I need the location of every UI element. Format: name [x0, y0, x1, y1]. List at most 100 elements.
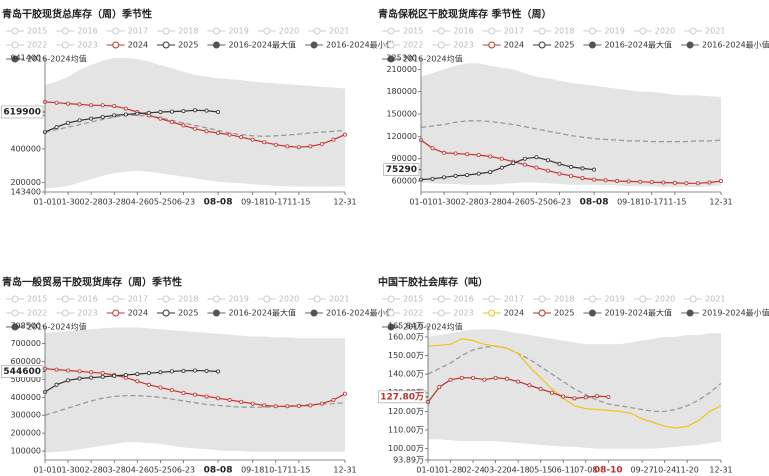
legend-label[interactable]: 2017: [504, 27, 524, 36]
legend-label[interactable]: 2018: [554, 295, 574, 304]
legend-label[interactable]: 2023: [77, 309, 97, 318]
legend-label[interactable]: 2016: [453, 27, 473, 36]
legend-label[interactable]: 2015: [403, 295, 423, 304]
legend-label[interactable]: 2016-2024最小值: [702, 40, 769, 50]
legend-label[interactable]: 2019: [228, 295, 248, 304]
series-point: [135, 379, 140, 384]
x-tick-label: 09-18: [241, 466, 264, 475]
x-tick-label: 02-28: [80, 198, 103, 207]
series-line: [44, 109, 219, 133]
legend-label[interactable]: 2024: [128, 309, 148, 318]
legend-label[interactable]: 2024: [128, 41, 148, 50]
legend-label[interactable]: 2020: [279, 295, 299, 304]
series-point: [707, 180, 712, 185]
legend-label[interactable]: 2015: [27, 295, 47, 304]
series-point: [112, 104, 117, 109]
series-point: [557, 161, 562, 166]
legend-label[interactable]: 2021: [329, 27, 349, 36]
y-tick-label: 100.00万: [388, 444, 424, 453]
legend-label[interactable]: 2017: [128, 27, 148, 36]
legend-label[interactable]: 2016-2024均值: [27, 322, 87, 332]
series-point: [181, 123, 186, 128]
series-point: [54, 382, 59, 387]
legend-label[interactable]: 2017: [504, 295, 524, 304]
legend-label[interactable]: 2019: [604, 27, 624, 36]
legend-marker: [112, 27, 120, 35]
legend-label[interactable]: 2022: [27, 41, 47, 50]
legend-label[interactable]: 2015: [27, 27, 47, 36]
series-point: [430, 146, 435, 151]
legend-label[interactable]: 2018: [178, 27, 198, 36]
legend-label[interactable]: 2023: [453, 41, 473, 50]
legend-label[interactable]: 2019-2024均值: [403, 322, 463, 332]
legend-label[interactable]: 2016-2024最大值: [604, 40, 672, 50]
legend-marker: [112, 295, 120, 303]
legend-label[interactable]: 2015: [403, 27, 423, 36]
legend-label[interactable]: 2025: [178, 309, 198, 318]
legend-label[interactable]: 2016: [77, 27, 97, 36]
y-tick-label: 210000: [386, 65, 417, 74]
legend-label[interactable]: 2016-2024最小值: [326, 40, 394, 50]
legend-label[interactable]: 2025: [554, 309, 574, 318]
legend-label[interactable]: 2020: [655, 295, 675, 304]
legend-label[interactable]: 2019: [228, 27, 248, 36]
y-tick-label: 225300: [386, 54, 417, 63]
series-point: [112, 113, 117, 118]
legend-marker: [61, 41, 69, 49]
legend-label[interactable]: 2016: [453, 295, 473, 304]
legend-label[interactable]: 2016-2024均值: [403, 54, 463, 64]
legend-label[interactable]: 2025: [178, 41, 198, 50]
x-tick-label: 11-15: [663, 198, 686, 207]
x-tick-label: 03-22: [484, 466, 507, 475]
legend-label[interactable]: 2021: [705, 27, 725, 36]
legend-label[interactable]: 2016-2024最大值: [228, 40, 296, 50]
series-point: [471, 375, 476, 380]
series-point: [100, 103, 105, 108]
legend-label[interactable]: 2021: [705, 295, 725, 304]
series-point: [437, 385, 442, 390]
legend-label[interactable]: 2018: [178, 295, 198, 304]
series-point: [89, 370, 94, 375]
legend-label[interactable]: 2019-2024最大值: [604, 308, 672, 318]
x-tick-label: 01-30: [56, 198, 79, 207]
legend-label[interactable]: 2024: [504, 309, 524, 318]
legend-label[interactable]: 2016-2024最大值: [228, 308, 296, 318]
series-point: [538, 387, 543, 392]
legend-marker: [61, 309, 69, 317]
legend-label[interactable]: 2019: [604, 295, 624, 304]
legend-label[interactable]: 2022: [27, 309, 47, 318]
legend-label[interactable]: 2017: [128, 295, 148, 304]
x-tick-label: 05-15: [529, 466, 552, 475]
legend-label[interactable]: 2023: [453, 309, 473, 318]
legend-label[interactable]: 2020: [279, 27, 299, 36]
legend-label[interactable]: 2022: [403, 41, 423, 50]
legend-label[interactable]: 2025: [554, 41, 574, 50]
legend-label[interactable]: 2023: [77, 41, 97, 50]
series-point: [319, 401, 324, 406]
legend-label[interactable]: 2019-2024最小值: [702, 308, 769, 318]
legend-label[interactable]: 2021: [329, 295, 349, 304]
legend-label[interactable]: 2016-2024最小值: [326, 308, 394, 318]
legend-label[interactable]: 2020: [655, 27, 675, 36]
legend-marker: [11, 41, 19, 49]
legend-label[interactable]: 2016-2024均值: [27, 54, 87, 64]
series-point: [123, 106, 128, 111]
legend-marker: [387, 309, 395, 317]
x-tick-label: 02-24: [461, 466, 484, 475]
legend-label[interactable]: 2024: [504, 41, 524, 50]
series-point: [342, 391, 347, 396]
series-point: [54, 125, 59, 130]
y-tick-label: 200000: [10, 429, 41, 438]
series-point: [135, 372, 140, 377]
legend-label[interactable]: 2022: [403, 309, 423, 318]
legend-label[interactable]: 2016: [77, 295, 97, 304]
legend-label[interactable]: 2018: [554, 27, 574, 36]
series-point: [527, 383, 532, 388]
max-band: [428, 329, 721, 460]
series-point: [430, 176, 435, 181]
x-tick-label: 05-25: [149, 466, 172, 475]
y-tick-label: 600000: [10, 357, 41, 366]
series-point: [135, 111, 140, 116]
series-point: [77, 369, 82, 374]
